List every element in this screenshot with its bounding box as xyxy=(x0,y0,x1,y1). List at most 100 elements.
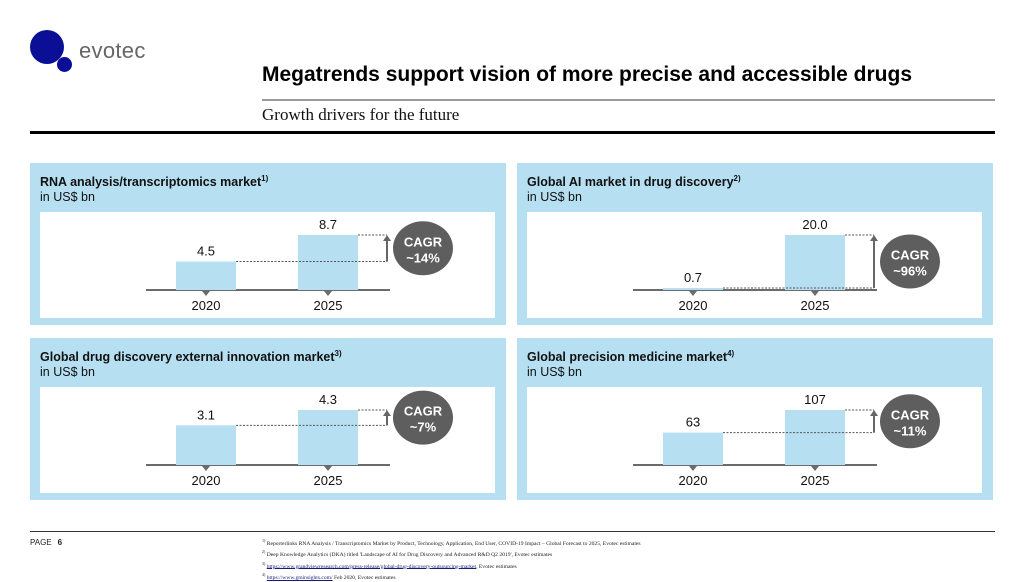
footnote-text: , Evotec estimates xyxy=(476,563,517,570)
cagr-bubble xyxy=(393,390,453,445)
footnote-ref: 1) xyxy=(261,174,269,183)
footnote-ref: 2) xyxy=(733,174,741,183)
value-label-2020: 4.5 xyxy=(197,244,215,259)
panel-ai-market: Global AI market in drug discovery2) in … xyxy=(517,163,993,325)
panel-title-text: RNA analysis/transcriptomics market xyxy=(40,175,262,190)
chart-area: 63 2020 107 2025 CAGR ~11% xyxy=(527,387,982,493)
footnote-ref: 3) xyxy=(334,349,342,358)
bar-chart-precision-medicine: 63 2020 107 2025 CAGR~11% xyxy=(633,392,940,488)
cagr-label: CAGR xyxy=(891,407,930,422)
bar-2020 xyxy=(663,288,723,290)
cagr-value: ~96% xyxy=(893,264,927,279)
bar-2025 xyxy=(298,235,358,290)
page-subtitle: Growth drivers for the future xyxy=(262,105,460,124)
page-label: PAGE xyxy=(30,538,52,547)
panel-precision-medicine-market: Global precision medicine market4) in US… xyxy=(517,338,993,500)
cagr-bubble xyxy=(393,221,453,276)
bar-2020 xyxy=(176,425,236,465)
x-tick-label-2025: 2025 xyxy=(314,298,343,313)
growth-arrow-up-icon xyxy=(870,235,878,241)
panel-title-text: Global AI market in drug discovery xyxy=(527,175,734,190)
footnote-text: Deep Knowledge Analytics (DKA) titled 'L… xyxy=(266,552,553,559)
tick-marker-icon xyxy=(324,466,332,471)
value-label-2025: 107 xyxy=(804,392,826,407)
cagr-value: ~7% xyxy=(410,420,437,435)
tick-marker-icon xyxy=(689,291,697,296)
panel-unit: in US$ bn xyxy=(527,365,582,379)
tick-marker-icon xyxy=(811,291,819,296)
x-tick-label-2025: 2025 xyxy=(314,473,343,488)
panel-title-text: Global drug discovery external innovatio… xyxy=(40,350,335,365)
page-number: 6 xyxy=(57,538,63,547)
panel-unit: in US$ bn xyxy=(40,190,95,204)
bar-2025 xyxy=(785,235,845,290)
x-tick-label-2025: 2025 xyxy=(801,298,830,313)
value-label-2020: 63 xyxy=(686,415,700,430)
value-label-2025: 4.3 xyxy=(319,392,337,407)
footnote-ref: 2) xyxy=(262,549,266,555)
value-label-2025: 20.0 xyxy=(802,217,827,232)
footnote-4: 4) https://www.gminsights.com/ Feb 2020,… xyxy=(262,571,641,582)
bar-2025 xyxy=(785,410,845,465)
value-label-2025: 8.7 xyxy=(319,217,337,232)
growth-arrow-up-icon xyxy=(870,410,878,416)
page-indicator: PAGE 6 xyxy=(30,538,62,547)
cagr-value: ~14% xyxy=(406,250,440,265)
chart-area: 0.7 2020 20.0 2025 CAGR ~96% xyxy=(527,212,982,318)
tick-marker-icon xyxy=(689,466,697,471)
panel-title-text: Global precision medicine market xyxy=(527,350,728,365)
panel-unit: in US$ bn xyxy=(527,190,582,204)
growth-arrow-up-icon xyxy=(383,235,391,241)
bar-2020 xyxy=(663,432,723,465)
panel-title: Global AI market in drug discovery2) xyxy=(527,174,741,189)
evotec-logo: evotec xyxy=(30,30,160,76)
footnote-link[interactable]: https://www.grandviewresearch.com/press-… xyxy=(266,563,477,570)
bar-2025 xyxy=(298,410,358,465)
bar-chart-external-innovation: 3.1 2020 4.3 2025 CAGR~7% xyxy=(146,390,453,488)
chart-area: 3.1 2020 4.3 2025 CAGR ~7% xyxy=(40,387,495,493)
footnote-1: 1) Reporterlinks RNA Analysis / Transcri… xyxy=(262,537,641,548)
panel-unit: in US$ bn xyxy=(40,365,95,379)
title-divider xyxy=(262,99,995,101)
bar-2020 xyxy=(176,261,236,290)
panel-external-innovation-market: Global drug discovery external innovatio… xyxy=(30,338,506,500)
header-divider xyxy=(30,131,995,134)
tick-marker-icon xyxy=(202,291,210,296)
footer-divider xyxy=(30,531,995,532)
growth-arrow-up-icon xyxy=(383,410,391,416)
footnote-ref: 3) xyxy=(262,560,266,566)
footnote-ref: 4) xyxy=(262,571,266,577)
cagr-value: ~11% xyxy=(894,423,927,438)
x-tick-label-2020: 2020 xyxy=(192,298,221,313)
chart-area: 4.5 2020 8.7 2025 CAGR ~14% xyxy=(40,212,495,318)
bar-chart-rna: 4.5 2020 8.7 2025 CAGR~14% xyxy=(146,217,453,313)
tick-marker-icon xyxy=(202,466,210,471)
page-title: Megatrends support vision of more precis… xyxy=(262,63,913,86)
footnote-2: 2) Deep Knowledge Analytics (DKA) titled… xyxy=(262,548,641,559)
cagr-label: CAGR xyxy=(891,248,930,263)
x-tick-label-2020: 2020 xyxy=(679,298,708,313)
footnote-3: 3) https://www.grandviewresearch.com/pre… xyxy=(262,560,641,571)
logo-small-dot-icon xyxy=(57,57,72,72)
bar-chart-ai: 0.7 2020 20.0 2025 CAGR~96% xyxy=(633,217,940,313)
tick-marker-icon xyxy=(324,291,332,296)
panel-rna-market: RNA analysis/transcriptomics market1) in… xyxy=(30,163,506,325)
x-tick-label-2020: 2020 xyxy=(679,473,708,488)
panel-title: Global precision medicine market4) xyxy=(527,349,734,364)
x-tick-label-2020: 2020 xyxy=(192,473,221,488)
x-tick-label-2025: 2025 xyxy=(801,473,830,488)
cagr-bubble xyxy=(880,234,940,289)
footnote-ref: 4) xyxy=(727,349,735,358)
value-label-2020: 3.1 xyxy=(197,407,215,422)
panel-title: Global drug discovery external innovatio… xyxy=(40,349,342,364)
footnote-text: Reporterlinks RNA Analysis / Transcripto… xyxy=(266,540,641,547)
cagr-bubble xyxy=(880,394,940,449)
footnote-ref: 1) xyxy=(262,538,266,543)
value-label-2020: 0.7 xyxy=(684,270,702,285)
cagr-label: CAGR xyxy=(404,234,443,249)
cagr-label: CAGR xyxy=(404,404,443,419)
panel-title: RNA analysis/transcriptomics market1) xyxy=(40,174,268,189)
footnotes: 1) Reporterlinks RNA Analysis / Transcri… xyxy=(262,537,641,582)
tick-marker-icon xyxy=(811,466,819,471)
logo-wordmark: evotec xyxy=(79,38,146,63)
